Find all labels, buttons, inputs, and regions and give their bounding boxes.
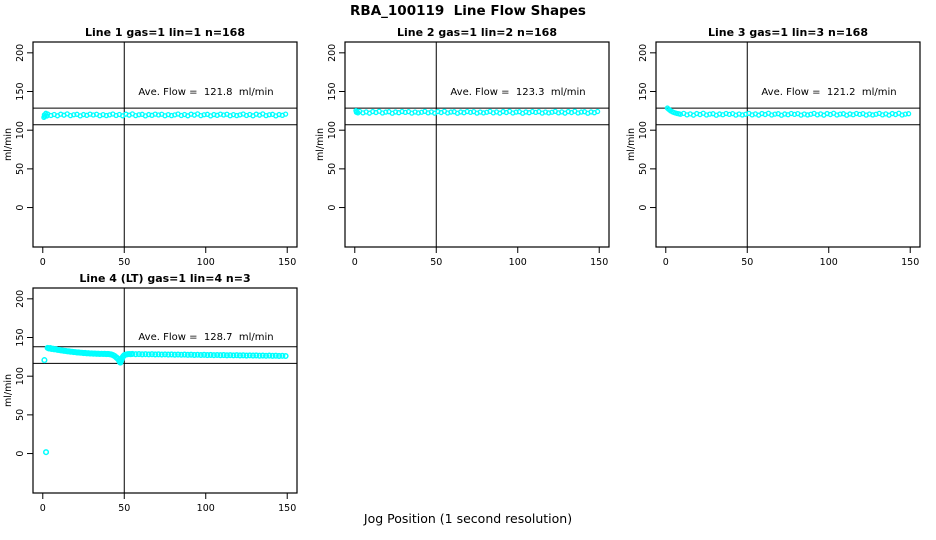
y-axis-ticks: 0 50 100 150 200: [15, 290, 33, 457]
subplot-line1-title: Line 1 gas=1 lin=1 n=168: [84, 26, 245, 39]
ave-flow-annotation-line3: Ave. Flow = 121.2 ml/min: [761, 87, 897, 98]
y-axis-unit-label: ml/min: [626, 128, 637, 161]
ave-flow-annotation-line4: Ave. Flow = 128.7 ml/min: [138, 332, 274, 343]
subplot-line2-title: Line 2 gas=1 lin=2 n=168: [396, 26, 557, 39]
y-axis-unit-label: ml/min: [3, 128, 14, 161]
ave-flow-annotation-line1: Ave. Flow = 121.8 ml/min: [138, 87, 274, 98]
svg-text:0: 0: [40, 257, 46, 268]
subplot-line4-title: Line 4 (LT) gas=1 lin=4 n=3: [79, 272, 251, 285]
svg-text:50: 50: [327, 163, 338, 175]
subplot-line4-canvas: 0 50 100 150 0 50 100 150 200 ml/min: [3, 287, 298, 514]
x-axis-label: Jog Position (1 second resolution): [363, 511, 573, 526]
y-axis-ticks: 0 50 100 150 200: [638, 44, 656, 211]
data-points: [664, 105, 912, 118]
subplot-line2-canvas: 0 50 100 150 0 50 100 150 200 ml/min: [315, 41, 610, 268]
y-axis-ticks: 0 50 100 150 200: [327, 44, 345, 211]
svg-text:50: 50: [430, 257, 442, 268]
svg-text:200: 200: [327, 44, 338, 62]
svg-text:0: 0: [352, 257, 358, 268]
data-points: [41, 110, 289, 120]
svg-text:0: 0: [15, 451, 26, 457]
x-axis-ticks: 0 50 100 150: [40, 493, 296, 514]
svg-text:150: 150: [15, 328, 26, 346]
svg-text:100: 100: [509, 257, 527, 268]
svg-text:100: 100: [327, 121, 338, 139]
svg-text:100: 100: [197, 257, 215, 268]
x-axis-ticks: 0 50 100 150: [352, 247, 608, 268]
svg-text:50: 50: [15, 163, 26, 175]
svg-text:200: 200: [15, 290, 26, 308]
svg-text:150: 150: [327, 82, 338, 100]
svg-text:100: 100: [820, 257, 838, 268]
subplot-line3-title: Line 3 gas=1 lin=3 n=168: [707, 26, 868, 39]
data-points: [353, 107, 601, 116]
svg-text:50: 50: [118, 503, 130, 514]
svg-text:150: 150: [15, 82, 26, 100]
horizontal-reference-lines: [33, 107, 297, 126]
plot-box: [344, 41, 610, 248]
figure-title: RBA_100119 Line Flow Shapes: [350, 3, 586, 19]
x-axis-ticks: 0 50 100 150: [663, 247, 919, 268]
data-points: [41, 344, 289, 456]
svg-text:0: 0: [40, 503, 46, 514]
subplot-line1-canvas: 0 50 100 150 0 50 100 150 200 ml/min: [3, 41, 298, 268]
svg-text:50: 50: [118, 257, 130, 268]
svg-text:100: 100: [15, 367, 26, 385]
svg-text:0: 0: [15, 205, 26, 211]
svg-text:100: 100: [197, 503, 215, 514]
svg-text:100: 100: [15, 121, 26, 139]
svg-text:150: 150: [638, 82, 649, 100]
horizontal-reference-lines: [33, 346, 297, 364]
x-axis-ticks: 0 50 100 150: [40, 247, 296, 268]
svg-text:0: 0: [638, 205, 649, 211]
ave-flow-annotation-line2: Ave. Flow = 123.3 ml/min: [450, 87, 586, 98]
svg-text:0: 0: [327, 205, 338, 211]
svg-text:100: 100: [638, 121, 649, 139]
svg-text:150: 150: [590, 257, 608, 268]
horizontal-reference-lines: [345, 107, 609, 126]
svg-text:200: 200: [15, 44, 26, 62]
horizontal-reference-lines: [656, 107, 920, 126]
svg-text:150: 150: [278, 257, 296, 268]
subplot-line3-canvas: 0 50 100 150 0 50 100 150 200 ml/min: [626, 41, 921, 268]
plot-box: [32, 41, 298, 248]
svg-text:200: 200: [638, 44, 649, 62]
y-axis-ticks: 0 50 100 150 200: [15, 44, 33, 211]
svg-text:50: 50: [15, 409, 26, 421]
plot-box: [32, 287, 298, 494]
y-axis-unit-label: ml/min: [3, 374, 14, 407]
svg-text:0: 0: [663, 257, 669, 268]
plot-box: [655, 41, 921, 248]
svg-text:150: 150: [901, 257, 919, 268]
svg-text:50: 50: [638, 163, 649, 175]
svg-text:50: 50: [741, 257, 753, 268]
y-axis-unit-label: ml/min: [315, 128, 326, 161]
svg-text:150: 150: [278, 503, 296, 514]
